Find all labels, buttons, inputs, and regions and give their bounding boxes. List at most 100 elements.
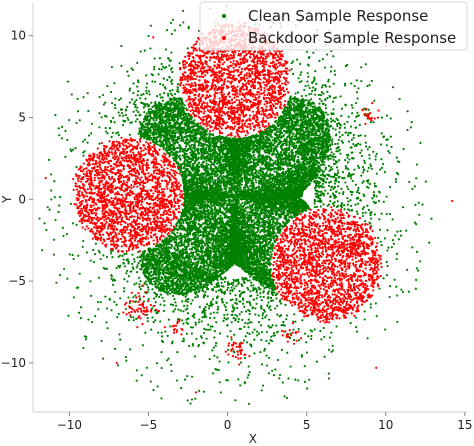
clean-point — [340, 114, 343, 117]
clean-point — [237, 378, 240, 381]
clean-point — [356, 111, 359, 114]
clean-point — [331, 175, 334, 179]
clean-point — [84, 338, 88, 341]
clean-point — [181, 248, 185, 251]
clean-point — [399, 229, 402, 233]
clean-point — [297, 155, 300, 159]
clean-point — [273, 291, 276, 294]
clean-point — [109, 119, 112, 123]
clean-point — [255, 302, 258, 305]
clean-point — [367, 186, 370, 189]
clean-point — [332, 55, 335, 58]
clean-point — [119, 97, 123, 100]
clean-point — [211, 133, 214, 136]
clean-point — [78, 272, 81, 275]
clean-point — [257, 332, 260, 335]
clean-point — [144, 128, 147, 131]
clean-point — [158, 67, 161, 71]
clean-point — [240, 310, 243, 314]
points-layer — [38, 5, 454, 405]
clean-point — [366, 337, 369, 340]
clean-point — [337, 181, 340, 184]
clean-point — [395, 257, 398, 261]
clean-point — [197, 234, 201, 237]
clean-point — [239, 361, 243, 364]
clean-point — [320, 99, 323, 103]
clean-point — [94, 242, 97, 245]
clean-point — [333, 69, 336, 72]
clean-point — [310, 92, 313, 95]
clean-point — [262, 284, 265, 287]
clean-point — [330, 331, 333, 334]
clean-point — [173, 129, 177, 132]
clean-point — [419, 141, 422, 144]
clean-point — [259, 350, 262, 354]
clean-point — [275, 324, 278, 327]
clean-point — [75, 165, 78, 169]
clean-point — [272, 374, 276, 377]
clean-point — [83, 138, 87, 141]
clean-point — [290, 68, 293, 71]
clean-point — [421, 203, 424, 206]
clean-point — [417, 269, 420, 272]
clean-point — [396, 230, 399, 233]
clean-point — [374, 158, 377, 161]
clean-point — [312, 86, 315, 89]
clean-point — [310, 330, 314, 333]
clean-point — [327, 348, 331, 351]
clean-point — [138, 120, 141, 123]
clean-point — [343, 82, 347, 85]
clean-point — [146, 291, 149, 294]
clean-point — [336, 169, 340, 172]
clean-point — [327, 377, 330, 380]
clean-point — [142, 92, 145, 96]
clean-point — [182, 310, 185, 313]
clean-point — [321, 182, 324, 186]
clean-point — [332, 153, 335, 156]
clean-point — [197, 226, 201, 229]
clean-point — [150, 108, 153, 111]
clean-point — [314, 189, 317, 192]
clean-point — [235, 306, 239, 310]
clean-point — [124, 355, 128, 359]
clean-point — [375, 152, 378, 155]
clean-point — [130, 270, 133, 273]
clean-point — [248, 204, 251, 207]
clean-point — [385, 138, 388, 141]
clean-point — [232, 316, 235, 320]
clean-point — [322, 203, 325, 206]
clean-point — [290, 150, 293, 154]
clean-point — [157, 143, 160, 146]
clean-point — [186, 399, 189, 402]
clean-point — [326, 96, 329, 100]
clean-point — [229, 298, 233, 302]
clean-point — [265, 354, 268, 357]
clean-point — [93, 253, 97, 256]
clean-point — [419, 260, 422, 263]
clean-point — [285, 396, 289, 400]
clean-point — [218, 332, 222, 335]
clean-point — [191, 299, 194, 302]
clean-point — [154, 301, 157, 304]
clean-point — [380, 243, 383, 247]
clean-point — [117, 134, 120, 137]
clean-point — [232, 284, 235, 287]
clean-point — [294, 92, 297, 95]
clean-point — [250, 284, 253, 287]
clean-point — [163, 261, 166, 265]
clean-point — [357, 134, 360, 137]
clean-point — [212, 346, 215, 349]
clean-point — [313, 206, 316, 209]
clean-point — [315, 360, 318, 363]
clean-point — [382, 200, 385, 203]
clean-point — [294, 378, 297, 381]
clean-point — [102, 93, 105, 97]
clean-point — [366, 204, 369, 207]
clean-point — [332, 162, 336, 166]
clean-point — [216, 305, 220, 308]
clean-point — [300, 80, 303, 83]
clean-point — [135, 266, 138, 269]
clean-point — [179, 309, 182, 312]
clean-point — [123, 253, 126, 256]
clean-point — [324, 189, 327, 192]
